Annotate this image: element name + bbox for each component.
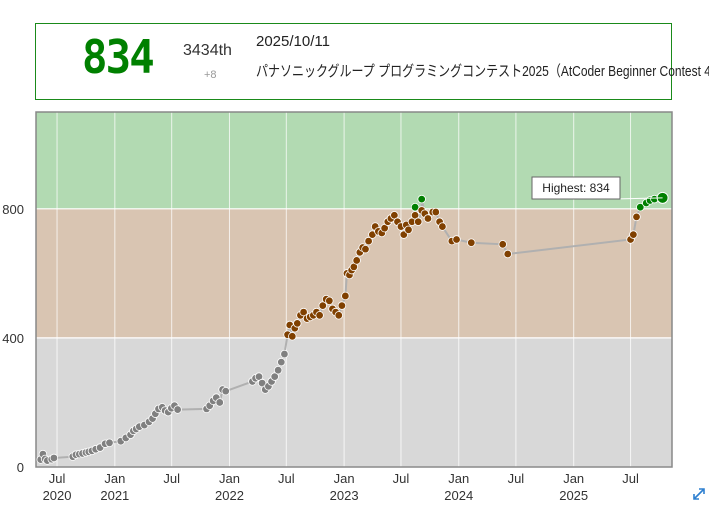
data-point: [410, 203, 420, 212]
data-point: [173, 405, 182, 414]
data-point: [288, 332, 297, 341]
highest-label-leader: [613, 197, 663, 200]
contest-place: 3434th: [183, 42, 232, 59]
data-point: [325, 296, 334, 305]
data-point: [352, 256, 361, 265]
data-point: [273, 365, 283, 375]
x-tick-label: Jul: [393, 471, 410, 486]
current-rating: 834: [82, 30, 155, 84]
x-tick-year-label: 2021: [100, 488, 129, 503]
x-tick-label: Jul: [508, 471, 525, 486]
data-point: [423, 214, 433, 223]
data-point: [629, 230, 638, 239]
rating-band-0: [36, 337, 672, 467]
x-tick-label: Jan: [104, 471, 125, 486]
data-point: [632, 212, 641, 222]
rating-change: +8: [204, 69, 217, 81]
x-tick-label: Jul: [278, 471, 295, 486]
data-point: [364, 236, 373, 246]
data-point: [337, 301, 347, 310]
data-point: [270, 372, 279, 381]
highest-label-box: [531, 176, 621, 200]
plot-frame: [35, 111, 673, 468]
data-point: [452, 235, 461, 244]
x-tick-year-label: 2023: [330, 488, 359, 503]
data-point: [636, 203, 645, 212]
expand-icon[interactable]: [691, 486, 707, 502]
contest-date: 2025/10/11: [256, 33, 330, 50]
data-point: [414, 217, 423, 226]
data-point: [438, 222, 447, 231]
x-tick-label: Jan: [448, 471, 469, 486]
data-point: [277, 357, 286, 367]
data-point: [280, 349, 289, 359]
data-point: [105, 438, 114, 447]
data-point: [221, 386, 230, 396]
data-point: [503, 249, 512, 259]
x-tick-year-label: 2022: [215, 488, 244, 503]
y-tick-label: 800: [2, 202, 24, 217]
y-tick-label: 400: [2, 331, 24, 346]
x-tick-label: Jan: [219, 471, 240, 486]
x-tick-year-label: 2024: [444, 488, 473, 503]
contest-name[interactable]: パナソニックグループ プログラミングコンテスト2025（AtCoder Begi…: [256, 63, 709, 80]
data-point: [467, 238, 476, 247]
data-point: [498, 240, 507, 249]
y-tick-label: 0: [17, 460, 24, 475]
data-point: [315, 311, 324, 320]
x-tick-label: Jan: [334, 471, 355, 486]
contest-result-panel: 834 3434th +8 2025/10/11 パナソニックグループ プログラ…: [35, 23, 709, 100]
data-point: [293, 319, 302, 328]
data-point: [404, 225, 413, 234]
data-point: [299, 307, 308, 317]
data-point: [215, 398, 224, 407]
data-point: [417, 194, 426, 204]
data-point: [334, 311, 343, 320]
x-tick-year-label: 2025: [559, 488, 588, 503]
data-point: [341, 291, 350, 301]
x-tick-label: Jul: [622, 471, 639, 486]
x-tick-year-label: 2020: [43, 488, 72, 503]
data-point: [318, 301, 327, 310]
x-tick-label: Jul: [163, 471, 180, 486]
x-tick-label: Jan: [563, 471, 584, 486]
x-tick-label: Jul: [49, 471, 66, 486]
data-point: [361, 244, 370, 254]
data-point: [49, 453, 59, 463]
highest-label: Highest: 834: [542, 181, 610, 195]
data-point: [431, 207, 441, 217]
